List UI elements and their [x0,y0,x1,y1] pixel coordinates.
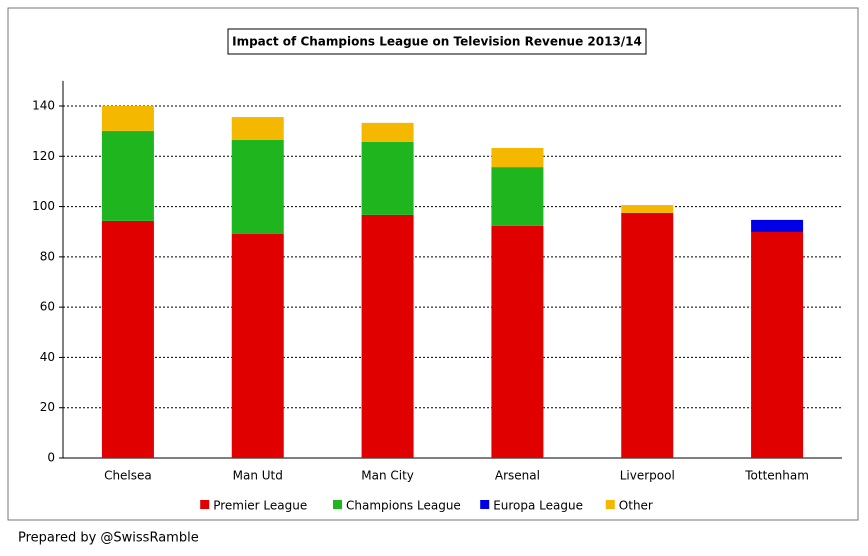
bar-segment [231,233,284,458]
legend-swatch [480,500,490,509]
bar-segment [101,106,154,131]
bar-segment [621,212,674,458]
bar-segment [231,139,284,234]
x-tick-label: Man Utd [233,469,283,483]
legend-swatch [200,500,210,509]
y-tick-label: 40 [40,350,55,364]
bar-segment [101,130,154,221]
chart-title: Impact of Champions League on Television… [232,35,642,49]
y-tick-label: 20 [40,400,55,414]
bar-segment [751,219,804,232]
y-tick-label: 0 [47,451,55,465]
bar-segment [491,167,544,226]
bar-segment [101,220,154,458]
x-tick-label: Liverpool [620,469,675,483]
x-tick-label: Tottenham [744,469,809,483]
bar-segment [621,205,674,213]
x-tick-label: Chelsea [104,469,152,483]
legend-label: Europa League [493,499,583,513]
y-tick-label: 80 [40,249,55,263]
title-box [227,28,647,55]
legend-swatch [333,500,342,509]
y-tick-label: 120 [32,149,55,163]
bar-segment [361,141,414,215]
y-tick-label: 60 [40,300,55,314]
y-tick-label: 140 [32,99,55,113]
x-tick-label: Arsenal [495,469,540,483]
bar-segment [491,147,544,168]
legend-label: Other [619,499,653,513]
y-tick-label: 100 [32,199,55,213]
x-tick-label: Man City [361,469,414,483]
legend-label: Champions League [346,499,461,513]
bar-segment [751,231,804,458]
bar-segment [361,214,414,458]
footer: Prepared by @SwissRamble [18,531,199,546]
legend-swatch [605,500,615,509]
bar-segment [361,122,414,142]
bar-segment [231,117,284,140]
bar-segment [491,225,544,458]
legend-label: Premier League [213,499,307,513]
